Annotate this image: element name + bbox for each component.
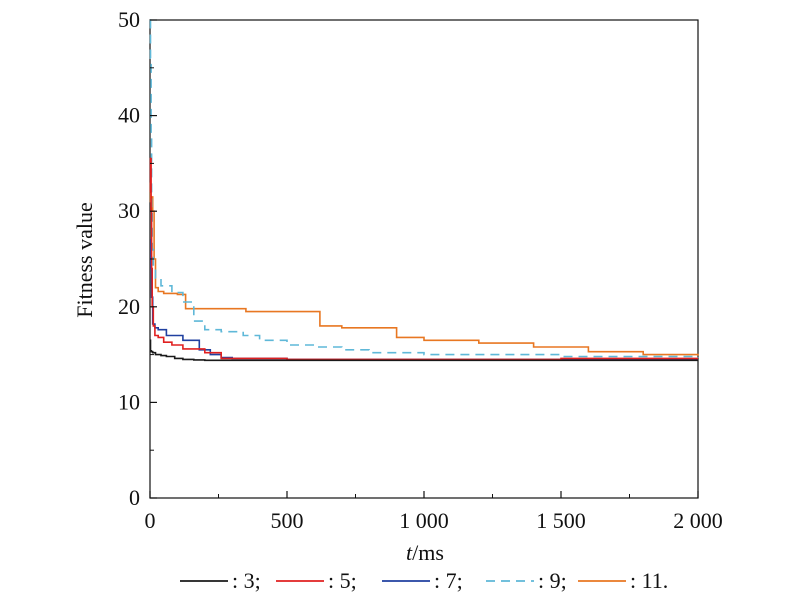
legend-label-3: : 7;: [434, 568, 463, 593]
series-layer: [149, 19, 699, 362]
y-tick-label: 40: [118, 103, 140, 128]
plot-frame: [149, 19, 699, 499]
y-axis-title: Fitness value: [72, 202, 97, 318]
y-tick-label: 30: [118, 198, 140, 223]
x-tick-label: 500: [271, 508, 304, 533]
x-tick-label: 2 000: [673, 508, 723, 533]
y-tick-label: 0: [129, 485, 140, 510]
x-axis-title-unit: /ms: [412, 540, 444, 565]
series-line-1: [149, 339, 698, 362]
plot-area: [149, 19, 699, 499]
y-tick-label: 20: [118, 294, 140, 319]
x-axis-title-variable: t: [406, 540, 413, 565]
series-line-5: [149, 181, 699, 356]
x-tick-label: 1 500: [536, 508, 586, 533]
series-line-2: [149, 157, 698, 361]
x-tick-label: 1 000: [399, 508, 449, 533]
legend-label-2: : 5;: [328, 568, 357, 593]
legend: : 3; : 5; : 7; : 9; : 11.: [180, 568, 668, 593]
y-tick-label: 50: [118, 7, 140, 32]
legend-label-1: : 3;: [232, 568, 261, 593]
x-axis-title: t/ms: [406, 540, 444, 565]
y-tick-label: 10: [118, 389, 140, 414]
x-tick-label: 0: [145, 508, 156, 533]
legend-label-4: : 9;: [538, 568, 567, 593]
legend-label-5: : 11.: [630, 568, 668, 593]
series-line-3: [150, 239, 698, 361]
series-line-4: [149, 19, 699, 358]
